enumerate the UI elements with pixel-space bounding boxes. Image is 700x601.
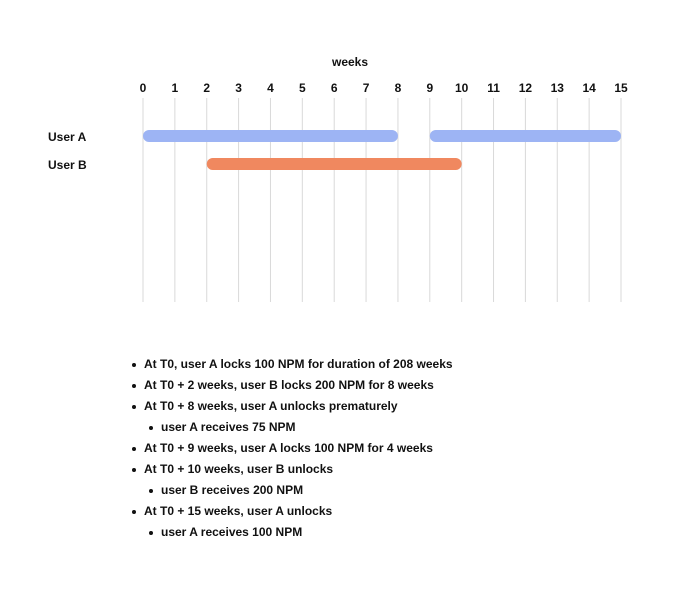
x-axis-title: weeks (331, 55, 368, 69)
note-text: user B receives 200 NPM (161, 483, 304, 497)
x-tick-label-5: 5 (299, 81, 306, 95)
note-text: At T0 + 8 weeks, user A unlocks prematur… (144, 399, 398, 413)
timeline-chart: weeks 0 1 2 3 4 5 6 7 8 9 10 11 12 13 14 15 User AUser … (48, 55, 628, 302)
note-text: user A receives 100 NPM (161, 525, 303, 539)
x-tick-label-14: 14 (582, 81, 596, 95)
row-labels: User A User B (48, 130, 87, 172)
x-tick-label-0: 0 (140, 81, 147, 95)
x-tick-label-11: 11 (487, 81, 500, 95)
note-text: At T0, user A locks 100 NPM for duration… (144, 357, 453, 371)
note-item: At T0 + 15 weeks, user A unlocks (128, 501, 648, 522)
bullet-dot-icon (149, 426, 153, 430)
gridlines (142, 98, 622, 302)
x-tick-label-8: 8 (395, 81, 402, 95)
note-item: At T0 + 10 weeks, user B unlocks (128, 459, 648, 480)
note-subitem: user A receives 75 NPM (128, 417, 648, 438)
note-text: At T0 + 9 weeks, user A locks 100 NPM fo… (144, 441, 433, 455)
bullet-dot-icon (132, 405, 136, 409)
bar-row1-interval0 (206, 158, 462, 170)
bullet-dot-icon (132, 384, 136, 388)
bullet-dot-icon (132, 363, 136, 367)
note-item: At T0 + 9 weeks, user A locks 100 NPM fo… (128, 438, 648, 459)
note-subitem: user A receives 100 NPM (128, 522, 648, 543)
bullet-dot-icon (149, 489, 153, 493)
row-label-1: User B (48, 158, 87, 172)
x-tick-label-7: 7 (363, 81, 370, 95)
x-tick-label-1: 1 (172, 81, 179, 95)
x-tick-label-9: 9 (426, 81, 433, 95)
row-label-0: User A (48, 130, 87, 144)
note-text: At T0 + 10 weeks, user B unlocks (144, 462, 334, 476)
bullet-dot-icon (132, 447, 136, 451)
bar-row0-interval0 (143, 130, 398, 142)
interval-bars (143, 130, 621, 170)
note-item: At T0 + 2 weeks, user B locks 200 NPM fo… (128, 375, 648, 396)
bullet-dot-icon (132, 468, 136, 472)
x-tick-label-13: 13 (551, 81, 565, 95)
bar-row0-interval1 (429, 130, 621, 142)
bullet-dot-icon (149, 531, 153, 535)
x-tick-label-2: 2 (203, 81, 210, 95)
event-notes-list: At T0, user A locks 100 NPM for duration… (128, 354, 648, 543)
note-subitem: user B receives 200 NPM (128, 480, 648, 501)
x-tick-label-12: 12 (519, 81, 533, 95)
bullet-dot-icon (132, 510, 136, 514)
note-text: At T0 + 15 weeks, user A unlocks (144, 504, 333, 518)
note-item: At T0 + 8 weeks, user A unlocks prematur… (128, 396, 648, 417)
x-tick-label-10: 10 (455, 81, 469, 95)
x-tick-label-15: 15 (614, 81, 628, 95)
note-text: At T0 + 2 weeks, user B locks 200 NPM fo… (144, 378, 434, 392)
x-tick-label-3: 3 (235, 81, 242, 95)
x-axis-ticks: 0 1 2 3 4 5 6 7 8 9 10 11 12 13 14 15 (140, 81, 628, 95)
note-text: user A receives 75 NPM (161, 420, 296, 434)
x-tick-label-6: 6 (331, 81, 338, 95)
x-tick-label-4: 4 (267, 81, 274, 95)
note-item: At T0, user A locks 100 NPM for duration… (128, 354, 648, 375)
